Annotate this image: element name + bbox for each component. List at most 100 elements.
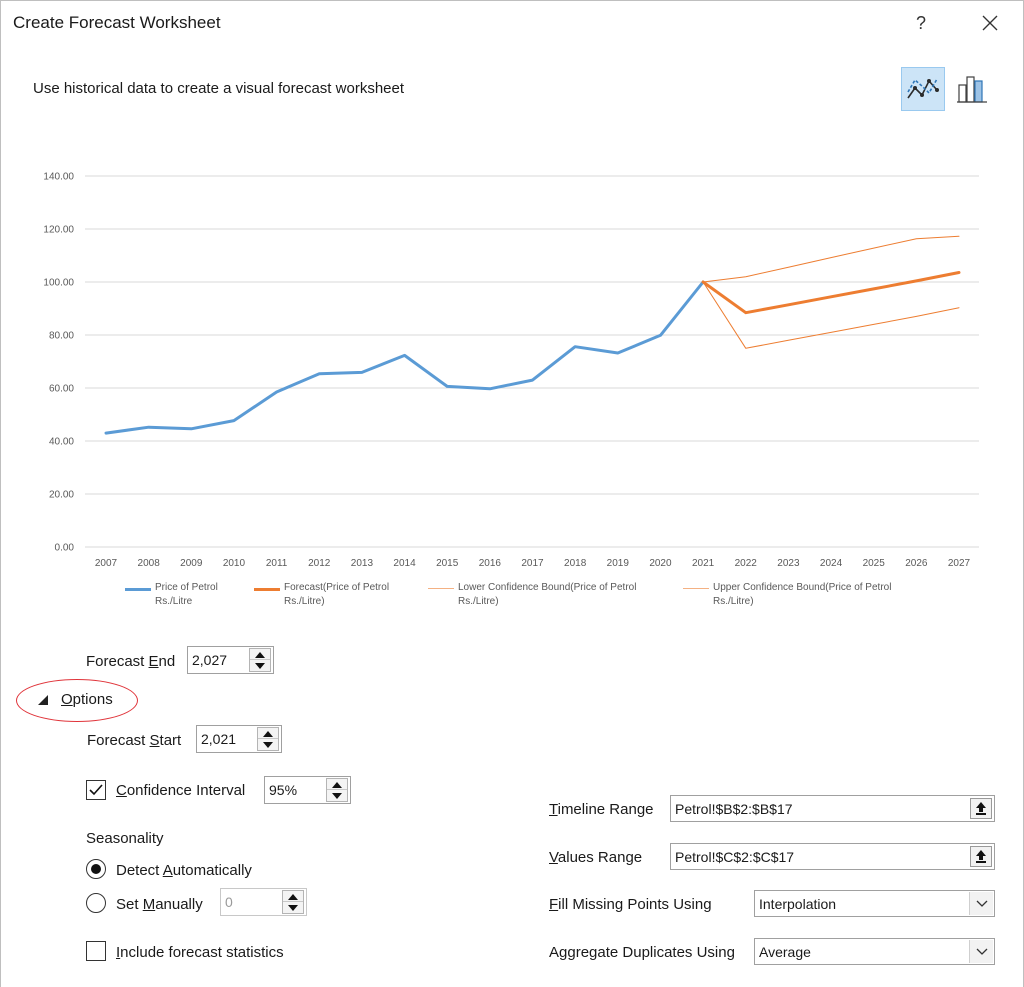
x-tick-label: 2012	[308, 558, 331, 569]
forecast-start-value: 2,021	[201, 731, 237, 747]
legend-label-line1: Lower Confidence Bound(Price of Petrol	[458, 582, 637, 593]
values-range-input[interactable]: Petrol!$C$2:$C$17	[670, 843, 995, 870]
legend-label-line1: Forecast(Price of Petrol	[284, 582, 390, 593]
legend-label: Upper Confidence Bound(Price of Petrol Rs…	[713, 581, 933, 609]
y-tick-label: 0.00	[55, 543, 75, 554]
aggregate-duplicates-label: Aggregate Duplicates Using	[549, 944, 735, 961]
y-tick-label: 120.00	[43, 225, 74, 236]
y-tick-label: 40.00	[49, 437, 74, 448]
x-tick-label: 2017	[521, 558, 544, 569]
seasonality-down-button[interactable]	[283, 902, 303, 913]
x-tick-label: 2018	[564, 558, 587, 569]
range-select-icon	[976, 850, 986, 863]
x-tick-label: 2027	[948, 558, 971, 569]
legend-item: Upper Confidence Bound(Price of Petrol Rs…	[683, 581, 933, 611]
legend-item: Price of Petrol Rs./Litre	[125, 581, 375, 611]
legend-label-line1: Price of Petrol	[155, 582, 218, 593]
detect-automatically-label: Detect Automatically	[116, 862, 252, 879]
fill-missing-dropdown-button[interactable]	[969, 892, 993, 915]
column-chart-type-button[interactable]	[951, 67, 995, 111]
forecast-start-stepper[interactable]: 2,021	[196, 725, 282, 753]
radio-selected-dot	[91, 864, 101, 874]
confidence-spin-buttons	[326, 778, 348, 802]
legend-item: Lower Confidence Bound(Price of Petrol Rs…	[428, 581, 678, 611]
timeline-range-label: Timeline Range	[549, 801, 654, 818]
chevron-down-icon	[263, 742, 273, 748]
aggregate-duplicates-dropdown[interactable]: Average	[754, 938, 995, 965]
series-line-2	[701, 271, 961, 315]
seasonality-manual-value: 0	[225, 894, 233, 910]
forecast-end-down-button[interactable]	[250, 660, 270, 671]
timeline-range-collapse-button[interactable]	[970, 798, 992, 819]
series-line-3	[702, 281, 960, 349]
seasonality-manual-stepper[interactable]: 0	[220, 888, 307, 916]
y-tick-label: 60.00	[49, 384, 74, 395]
chevron-down-icon	[255, 663, 265, 669]
legend-label: Forecast(Price of Petrol Rs./Litre)	[284, 581, 504, 609]
x-tick-label: 2008	[138, 558, 161, 569]
values-range-collapse-button[interactable]	[970, 846, 992, 867]
y-tick-label: 80.00	[49, 331, 74, 342]
x-tick-label: 2009	[180, 558, 203, 569]
range-select-icon	[976, 802, 986, 815]
values-range-label: Values Range	[549, 849, 643, 866]
seasonality-up-button[interactable]	[283, 891, 303, 902]
forecast-start-label: Forecast Start	[87, 732, 182, 749]
line-chart-icon	[907, 78, 939, 99]
legend-label-line2: Rs./Litre)	[713, 596, 754, 607]
line-chart-type-button[interactable]	[901, 67, 945, 111]
legend-swatch	[254, 588, 280, 591]
forecast-start-up-button[interactable]	[258, 728, 278, 739]
x-tick-label: 2007	[95, 558, 118, 569]
fill-missing-points-label: Fill Missing Points Using	[549, 896, 712, 913]
column-chart-icon	[957, 76, 987, 103]
dialog-subtitle: Use historical data to create a visual f…	[33, 80, 405, 97]
close-button[interactable]	[976, 9, 1004, 37]
chevron-down-icon	[976, 948, 988, 955]
help-button[interactable]: ?	[915, 13, 926, 33]
confidence-up-button[interactable]	[327, 779, 347, 790]
y-tick-label: 20.00	[49, 490, 74, 501]
x-tick-label: 2021	[692, 558, 715, 569]
forecast-end-value: 2,027	[192, 652, 228, 668]
y-tick-label: 140.00	[43, 172, 74, 183]
forecast-end-stepper[interactable]: 2,027	[187, 646, 274, 674]
x-tick-label: 2019	[607, 558, 630, 569]
detect-automatically-radio[interactable]	[86, 859, 106, 879]
y-tick-label: 100.00	[43, 278, 74, 289]
forecast-start-down-button[interactable]	[258, 739, 278, 750]
dialog-title: Create Forecast Worksheet	[13, 13, 221, 32]
values-range-value: Petrol!$C$2:$C$17	[675, 849, 795, 865]
forecast-end-up-button[interactable]	[250, 649, 270, 660]
x-tick-label: 2026	[905, 558, 928, 569]
seasonality-spin-buttons	[282, 890, 304, 914]
confidence-interval-stepper[interactable]: 95%	[264, 776, 351, 804]
expand-triangle-icon	[38, 695, 48, 705]
options-label: Options	[61, 691, 113, 708]
timeline-range-value: Petrol!$B$2:$B$17	[675, 801, 793, 817]
x-tick-label: 2014	[393, 558, 416, 569]
chevron-down-icon	[332, 793, 342, 799]
legend-swatch	[683, 588, 709, 589]
seasonality-heading: Seasonality	[86, 830, 164, 847]
confidence-down-button[interactable]	[327, 790, 347, 801]
x-tick-label: 2020	[649, 558, 672, 569]
chevron-up-icon	[332, 782, 342, 788]
include-forecast-statistics-checkbox[interactable]	[86, 941, 106, 961]
set-manually-radio[interactable]	[86, 893, 106, 913]
forecast-end-spin-buttons	[249, 648, 271, 672]
aggregate-duplicates-value: Average	[759, 944, 811, 960]
highlight-annotation-circle	[16, 679, 138, 722]
legend-swatch	[125, 588, 151, 591]
legend-label: Lower Confidence Bound(Price of Petrol Rs…	[458, 581, 678, 609]
timeline-range-input[interactable]: Petrol!$B$2:$B$17	[670, 795, 995, 822]
chevron-down-icon	[976, 900, 988, 907]
confidence-interval-value: 95%	[269, 782, 298, 798]
aggregate-dropdown-button[interactable]	[969, 940, 993, 963]
chevron-down-icon	[288, 905, 298, 911]
fill-missing-points-dropdown[interactable]: Interpolation	[754, 890, 995, 917]
confidence-interval-checkbox[interactable]	[86, 780, 106, 800]
legend-label-line2: Rs./Litre)	[284, 596, 325, 607]
checkmark-icon	[89, 784, 103, 796]
